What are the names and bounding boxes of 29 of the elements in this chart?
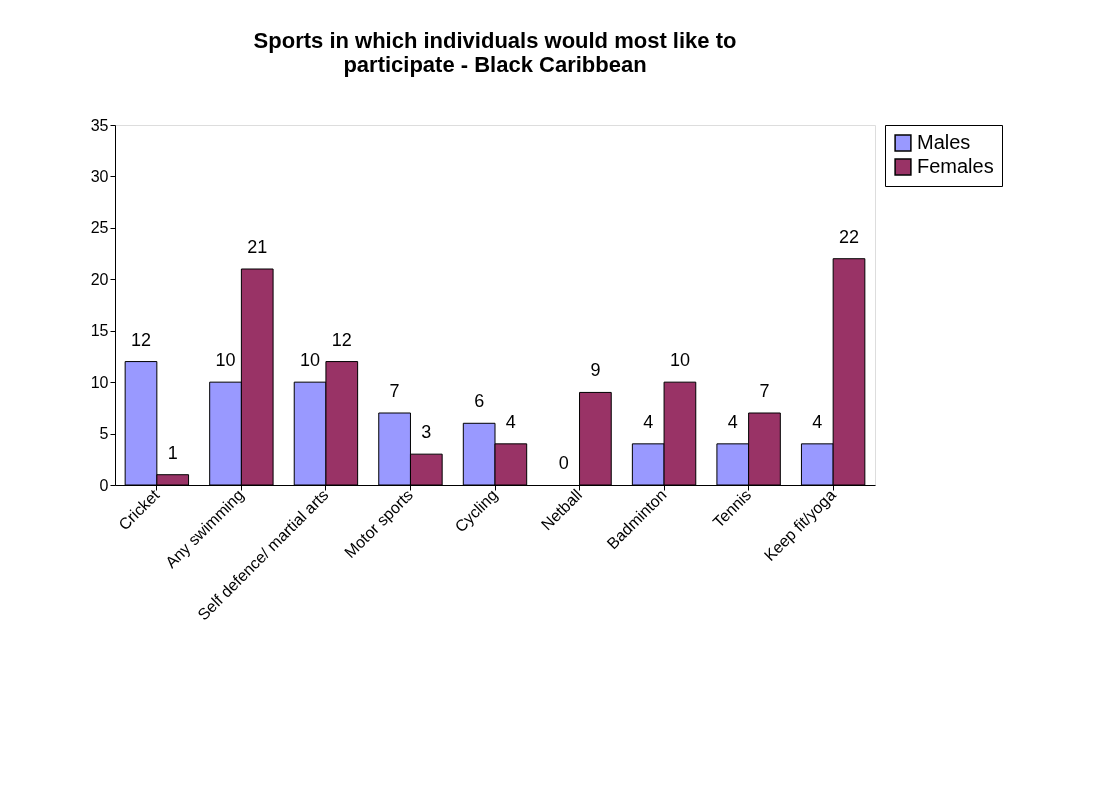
y-tick-label: 10 [90, 373, 109, 391]
data-label: 7 [759, 381, 770, 401]
data-label: 3 [421, 422, 432, 443]
data-label: 7 [389, 381, 400, 401]
data-label: 4 [812, 411, 823, 432]
y-tick-label: 15 [90, 322, 109, 340]
y-tick-label: 30 [90, 167, 109, 185]
data-label: 10 [300, 350, 321, 371]
data-label: 9 [590, 360, 601, 381]
legend-label: Females [917, 155, 994, 177]
data-label: 21 [247, 237, 268, 257]
data-label: 10 [215, 350, 236, 371]
data-label: 4 [727, 411, 738, 432]
legend-label: Males [917, 131, 971, 153]
data-label: 4 [643, 411, 654, 432]
data-label: 1 [167, 442, 178, 463]
y-tick-label: 5 [99, 425, 109, 443]
y-tick-label: 0 [99, 476, 109, 494]
y-tick-label: 20 [90, 270, 109, 288]
data-label: 12 [331, 329, 352, 350]
chart-title: Sports in which individuals would most like to participate - Black Caribbean [253, 28, 737, 77]
data-label: 22 [838, 226, 860, 247]
y-tick-label: 25 [90, 219, 109, 237]
data-label: 10 [669, 350, 690, 371]
y-tick-label: 35 [90, 116, 109, 134]
data-label: 0 [558, 453, 569, 473]
data-label: 12 [130, 329, 152, 350]
data-label: 4 [505, 411, 516, 432]
data-label: 6 [474, 391, 485, 412]
